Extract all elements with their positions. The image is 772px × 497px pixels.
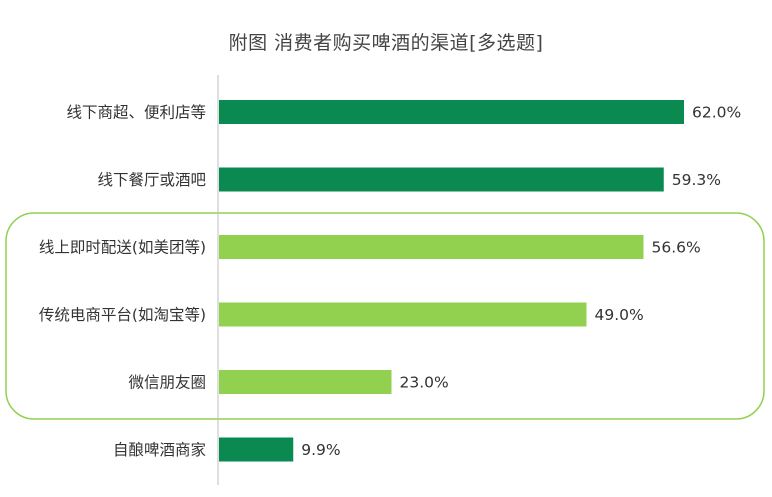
bar bbox=[219, 302, 587, 327]
category-label: 传统电商平台(如淘宝等) bbox=[39, 306, 206, 324]
chart-title: 附图 消费者购买啤酒的渠道[多选题] bbox=[228, 32, 544, 54]
highlight-group-outline bbox=[5, 212, 765, 420]
data-label: 62.0% bbox=[692, 104, 741, 122]
category-label: 自酿啤酒商家 bbox=[113, 441, 206, 459]
category-label: 微信朋友圈 bbox=[128, 374, 206, 392]
bar bbox=[219, 437, 294, 462]
category-label: 线下商超、便利店等 bbox=[66, 104, 206, 122]
bar bbox=[219, 235, 644, 259]
data-label: 49.0% bbox=[595, 306, 644, 324]
data-label: 23.0% bbox=[400, 374, 449, 392]
category-label: 线下餐厅或酒吧 bbox=[97, 171, 206, 189]
data-label: 56.6% bbox=[652, 239, 701, 257]
category-label: 线上即时配送(如美团等) bbox=[39, 239, 206, 257]
bar bbox=[219, 100, 684, 124]
data-label: 9.9% bbox=[301, 441, 340, 459]
bar bbox=[219, 167, 664, 192]
bar bbox=[219, 370, 392, 394]
data-label: 59.3% bbox=[672, 171, 721, 189]
